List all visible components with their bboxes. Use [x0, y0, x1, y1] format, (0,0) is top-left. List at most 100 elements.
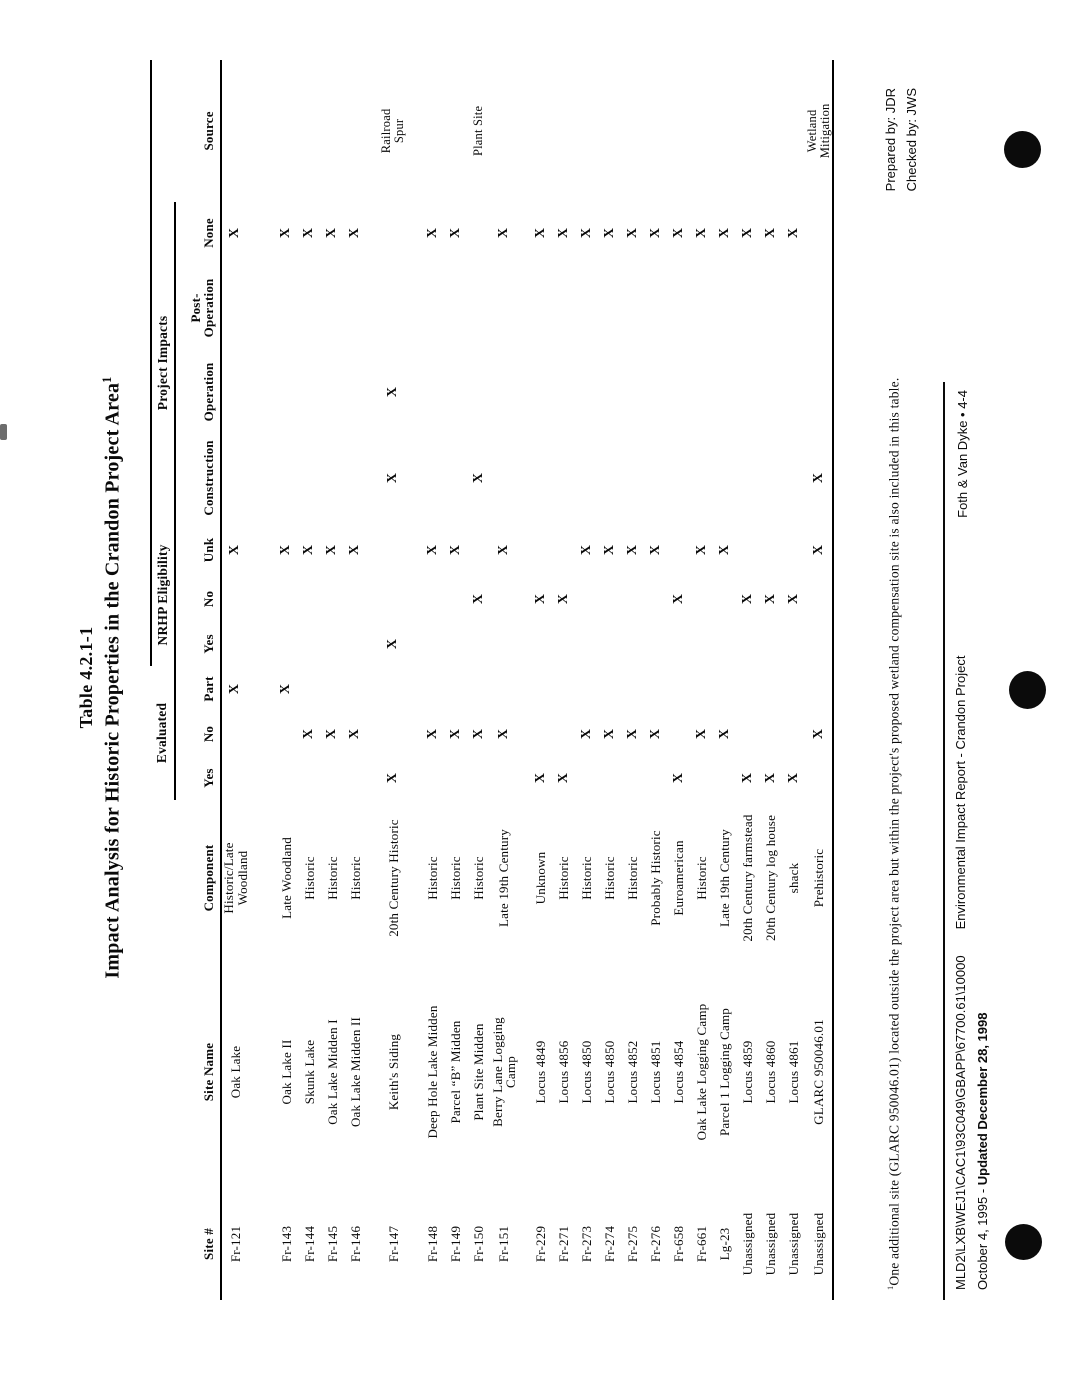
cell-nrhp-no: X — [532, 593, 548, 605]
cell-impact-operation — [553, 352, 576, 432]
column-header-site: Site # — [175, 1188, 221, 1300]
cell-impact-post-operation — [553, 264, 576, 352]
cell-evaluated-part — [645, 666, 668, 712]
cell-component: Late 19th Century — [496, 829, 512, 927]
cell-site-number: Fr-275 — [625, 1225, 641, 1263]
cell-impact-post-operation — [714, 264, 737, 352]
cell-evaluated-part — [622, 666, 645, 712]
cell-impact-none: X — [347, 227, 363, 239]
cell-impact-post-operation — [783, 264, 806, 352]
cell-site-name: Locus 4856 — [556, 1040, 572, 1104]
cell-impact-post-operation — [668, 264, 691, 352]
table-row: Fr-149 Parcel “B” Midden Historic X X X — [445, 60, 468, 1300]
cell-nrhp-yes — [691, 622, 714, 666]
cell-source — [344, 60, 367, 202]
cell-site-name: Locus 4850 — [602, 1040, 618, 1104]
table-row: Fr-121 Oak Lake Historic/Late Woodland X X X — [221, 60, 250, 1300]
cell-site-name: Locus 4861 — [786, 1040, 802, 1104]
cell-evaluated-part — [553, 666, 576, 712]
group-header-source-spacer — [151, 59, 175, 202]
cell-evaluated-no: X — [716, 728, 732, 740]
cell-source — [275, 60, 298, 202]
cell-impact-post-operation — [806, 264, 833, 352]
cell-nrhp-no — [491, 576, 518, 622]
cell-site-number: Fr-151 — [496, 1225, 512, 1263]
cell-impact-none — [806, 202, 833, 264]
cell-evaluated-yes: X — [532, 772, 548, 784]
cell-impact-post-operation — [737, 264, 760, 352]
cell-impact-post-operation — [298, 264, 321, 352]
cell-evaluated-part — [737, 666, 760, 712]
cell-impact-construction — [491, 432, 518, 524]
cell-nrhp-unk: X — [278, 544, 294, 556]
cell-site-name: Oak Lake Logging Camp — [694, 1003, 710, 1141]
cell-source — [491, 60, 518, 202]
table-row: Fr-276 Locus 4851 Probably Historic X X X — [645, 60, 668, 1300]
cell-evaluated-yes — [321, 756, 344, 800]
column-header-component: Component — [175, 800, 221, 956]
cell-impact-post-operation — [344, 264, 367, 352]
cell-impact-construction — [553, 432, 576, 524]
cell-nrhp-unk — [783, 524, 806, 576]
cell-component: Historic — [694, 856, 710, 900]
table-row: Fr-274 Locus 4850 Historic X X X — [599, 60, 622, 1300]
cell-site-number: Fr-147 — [385, 1225, 401, 1263]
cell-impact-none: X — [227, 227, 243, 239]
cell-evaluated-yes — [691, 756, 714, 800]
hole-punch-dot — [1005, 1224, 1042, 1260]
cell-source — [737, 60, 760, 202]
cell-nrhp-no — [422, 576, 445, 622]
cell-impact-construction — [691, 432, 714, 524]
cell-nrhp-no — [344, 576, 367, 622]
table-row: Fr-661 Oak Lake Logging Camp Historic X X X — [691, 60, 714, 1300]
cell-nrhp-yes — [622, 622, 645, 666]
cell-nrhp-unk — [530, 524, 553, 576]
cell-nrhp-unk: X — [424, 544, 440, 556]
cell-impact-post-operation — [599, 264, 622, 352]
cell-impact-none: X — [716, 227, 732, 239]
cell-evaluated-part — [599, 666, 622, 712]
cell-evaluated-yes: X — [670, 772, 686, 784]
cell-evaluated-part — [468, 666, 491, 712]
cell-impact-construction — [321, 432, 344, 524]
cell-nrhp-no: X — [739, 593, 755, 605]
cell-site-number: Unassigned — [786, 1212, 802, 1276]
cell-nrhp-yes — [321, 622, 344, 666]
row-group-gap — [249, 60, 275, 1300]
cell-impact-construction — [714, 432, 737, 524]
cell-nrhp-unk: X — [324, 544, 340, 556]
cell-nrhp-no — [714, 576, 737, 622]
column-header-yes: Yes — [175, 756, 221, 800]
cell-impact-construction — [599, 432, 622, 524]
cell-site-number: Fr-149 — [448, 1225, 464, 1263]
cell-impact-none: X — [624, 227, 640, 239]
cell-site-name: Locus 4849 — [533, 1040, 549, 1104]
group-header-spacer — [151, 800, 175, 1300]
cell-nrhp-yes — [468, 622, 491, 666]
impact-table: Evaluated NRHP Eligibility Project Impacts… — [150, 59, 835, 1300]
cell-site-name: Oak Lake II — [278, 1039, 294, 1105]
cell-nrhp-yes — [668, 622, 691, 666]
cell-site-name: Locus 4860 — [763, 1040, 779, 1104]
cell-impact-post-operation — [576, 264, 599, 352]
cell-impact-post-operation — [622, 264, 645, 352]
cell-impact-construction — [298, 432, 321, 524]
column-header-part: Part — [175, 665, 221, 712]
cell-impact-construction — [576, 432, 599, 524]
cell-evaluated-yes: X — [762, 772, 778, 784]
cell-evaluated-part — [422, 666, 445, 712]
cell-nrhp-yes — [221, 622, 249, 666]
cell-component: Historic — [301, 856, 317, 900]
cell-nrhp-unk: X — [693, 544, 709, 556]
cell-nrhp-yes — [445, 622, 468, 666]
table-row: Fr-151 Berry Lane Logging Camp Late 19th C… — [490, 60, 519, 1300]
cell-evaluated-no: X — [693, 728, 709, 740]
cell-nrhp-yes — [599, 622, 622, 666]
cell-evaluated-yes — [491, 756, 518, 800]
prepared-block: Prepared by: JDR Checked by: JWS — [880, 88, 923, 191]
cell-component: Historic — [579, 856, 595, 900]
cell-evaluated-yes — [221, 756, 249, 800]
cell-impact-none: X — [785, 227, 801, 239]
cell-impact-none: X — [278, 227, 294, 239]
cell-nrhp-no — [806, 576, 833, 622]
